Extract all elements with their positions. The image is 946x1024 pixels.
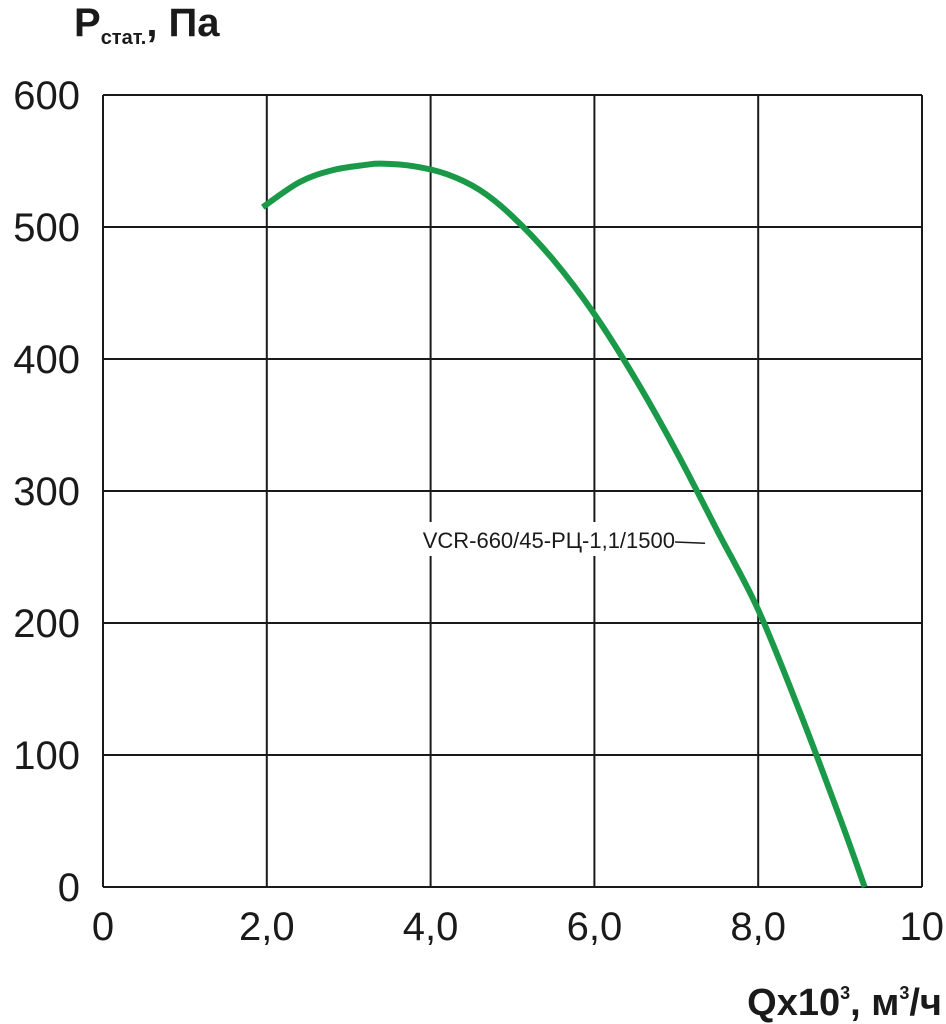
y-tick-label-3: 300 xyxy=(13,470,80,514)
x-axis-label: Qx103, м3/ч xyxy=(747,982,942,1024)
annotation-leader-0 xyxy=(674,541,706,544)
x-tick-label-1: 2,0 xyxy=(239,905,295,949)
x-tick-label-2: 4,0 xyxy=(403,905,459,949)
y-tick-label-5: 500 xyxy=(13,206,80,250)
y-axis-label: Pстат., Па xyxy=(74,1,220,49)
x-tick-label-4: 8,0 xyxy=(730,905,786,949)
grid xyxy=(102,94,923,888)
y-tick-label-6: 600 xyxy=(13,74,80,118)
x-tick-label-5: 10 xyxy=(900,905,945,949)
y-tick-label-4: 400 xyxy=(13,338,80,382)
x-tick-label-3: 6,0 xyxy=(567,905,623,949)
series-line-0 xyxy=(260,160,868,889)
series-layer xyxy=(260,160,868,889)
series-label-0: VCR-660/45-РЦ-1,1/1500 xyxy=(423,528,675,553)
annotation-bg-0 xyxy=(338,522,680,556)
y-tick-label-0: 0 xyxy=(58,866,80,910)
annotations: VCR-660/45-РЦ-1,1/1500 xyxy=(338,522,706,556)
y-tick-label-2: 200 xyxy=(13,602,80,646)
y-tick-label-1: 100 xyxy=(13,734,80,778)
x-tick-label-0: 0 xyxy=(92,905,114,949)
